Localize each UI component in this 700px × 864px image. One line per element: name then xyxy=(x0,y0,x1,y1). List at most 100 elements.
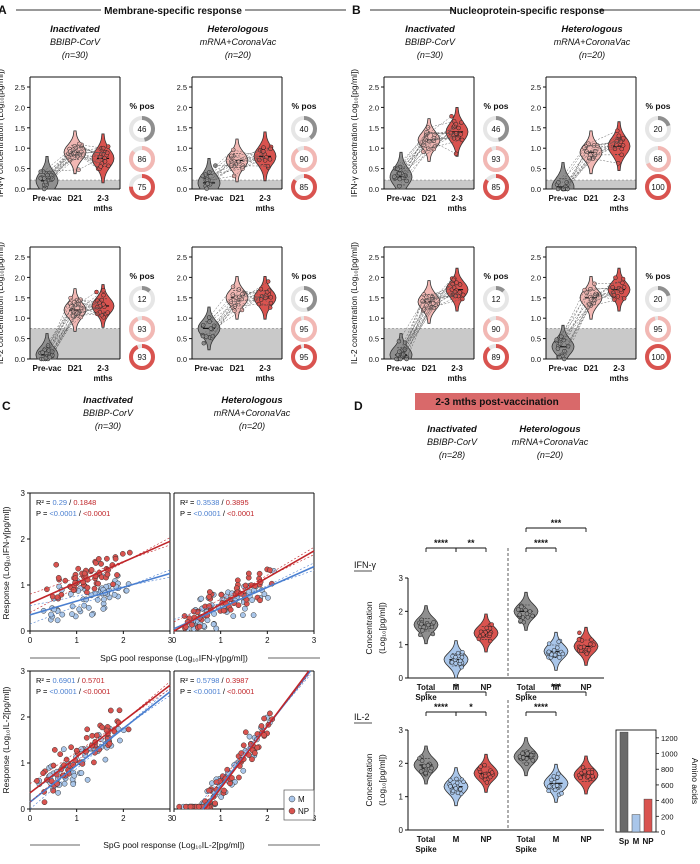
violin-3-point xyxy=(525,751,530,756)
scatter-point-M xyxy=(55,789,61,796)
pair-line xyxy=(586,148,616,152)
violin-0-point xyxy=(419,621,424,627)
scatter-point-NP xyxy=(95,580,101,587)
pair-line xyxy=(426,116,452,136)
pct-pos-title: % pos xyxy=(129,271,154,281)
fit-line-M xyxy=(29,691,171,803)
x-tick-label: Pre-vac xyxy=(387,194,416,203)
pair-line xyxy=(242,157,267,169)
pct-pos-value: 85 xyxy=(492,183,501,192)
pct-ring-fill xyxy=(291,344,317,370)
pct-pos-title: % pos xyxy=(291,271,316,281)
y-tick-label: 3 xyxy=(21,489,26,498)
group-n: (n=30) xyxy=(417,50,443,60)
pair-line xyxy=(428,121,455,128)
x-tick-label: 2 xyxy=(121,636,126,645)
group-n: (n=28) xyxy=(439,450,465,460)
violin-0-point xyxy=(204,177,210,182)
scatter-point-M xyxy=(61,780,68,787)
pair-line xyxy=(73,311,98,315)
x-tick-label: 2-3 xyxy=(259,364,271,373)
sig-label: ** xyxy=(467,538,475,548)
p-sep: / xyxy=(221,687,227,696)
violin-2-point xyxy=(267,305,273,310)
pair-line xyxy=(43,153,69,186)
scatter-point-NP xyxy=(112,555,119,562)
violin-0-point xyxy=(423,770,428,776)
group-n: (n=20) xyxy=(579,50,605,60)
pct-pos-value: 68 xyxy=(654,155,663,164)
x-axis-title: SpG pool response (Log₁₀IFN-γ[pg/ml]) xyxy=(100,653,248,663)
violin-4-point xyxy=(554,783,560,788)
r2-sep: / xyxy=(219,676,225,685)
pair-line xyxy=(423,278,453,311)
y-tick-label: 2.5 xyxy=(177,83,187,92)
pair-line xyxy=(424,298,463,310)
pct-pos-value: 12 xyxy=(492,295,501,304)
pct-ring-fill xyxy=(483,286,509,312)
p-prefix: P = xyxy=(180,509,193,518)
y-axis-title: IFN-γ concentration (Log₁₀[pg/ml]) xyxy=(349,69,359,197)
sig-label: **** xyxy=(434,538,449,548)
pair-line xyxy=(232,294,266,299)
pair-line xyxy=(209,286,234,318)
pair-line xyxy=(241,281,269,300)
x-tick-label: Total xyxy=(517,683,536,692)
pair-line xyxy=(397,132,427,169)
group-vaccine: BBIBP-CorV xyxy=(405,37,456,47)
scatter-point-NP xyxy=(267,567,273,573)
pct-ring-fill xyxy=(645,286,671,312)
pair-line xyxy=(232,159,260,163)
scatter-point-NP xyxy=(235,602,242,609)
legend-marker-np xyxy=(288,807,296,815)
x-tick-label: Pre-vac xyxy=(549,364,578,373)
y-axis-title: Concentration xyxy=(364,753,374,806)
y-tick-label: 0.5 xyxy=(15,335,25,344)
violin-5-point xyxy=(588,641,593,647)
pair-line xyxy=(207,161,232,183)
pair-line xyxy=(584,140,617,148)
violin-2-point xyxy=(484,780,490,785)
x-tick-label: M xyxy=(553,683,560,692)
scatter-point-M xyxy=(68,591,74,597)
x-tick-label: D21 xyxy=(422,194,437,203)
x-tick-label: mths xyxy=(255,204,275,213)
violin-1-point xyxy=(460,649,465,655)
y-tick-label: 0.0 xyxy=(15,355,25,364)
y-tick-label: 2 xyxy=(399,607,404,616)
y-tick-label: 2.5 xyxy=(177,253,187,262)
x-tick-label: mths xyxy=(609,204,629,213)
pair-line xyxy=(594,282,623,284)
pair-line xyxy=(563,154,596,189)
violin-0-point xyxy=(425,622,431,628)
pair-line xyxy=(71,154,102,164)
x-tick-label: M xyxy=(633,837,640,846)
x-tick-label: 1 xyxy=(74,636,79,645)
ci-line-M xyxy=(173,569,315,620)
x-tick-label: 1 xyxy=(218,636,223,645)
ci-line-NP xyxy=(29,544,171,595)
pct-ring-fill xyxy=(129,116,155,142)
scatter-point-NP xyxy=(213,779,220,786)
y-tick-label: 1.0 xyxy=(531,144,541,153)
y-tick-label: 2 xyxy=(21,713,26,722)
pair-line xyxy=(203,289,240,344)
pct-pos-value: 95 xyxy=(300,325,309,334)
pair-line xyxy=(595,135,619,152)
x-tick-label: 0 xyxy=(172,636,177,645)
scatter-point-M xyxy=(261,591,268,598)
y-tick-label: 2.0 xyxy=(369,273,379,282)
scatter-point-NP xyxy=(189,621,195,628)
panel-letter: A xyxy=(0,3,7,17)
r2-m: 0.6901 xyxy=(52,676,75,685)
pct-ring-fill xyxy=(483,344,509,370)
pair-line xyxy=(428,139,463,149)
scatter-point-NP xyxy=(206,589,213,595)
violin-2-point xyxy=(487,631,493,637)
scatter-point-NP xyxy=(206,787,212,794)
pair-line xyxy=(234,146,272,177)
y-tick-label: 1.0 xyxy=(15,314,25,323)
violin-2-point xyxy=(616,161,621,166)
scatter-point-NP xyxy=(91,759,97,766)
